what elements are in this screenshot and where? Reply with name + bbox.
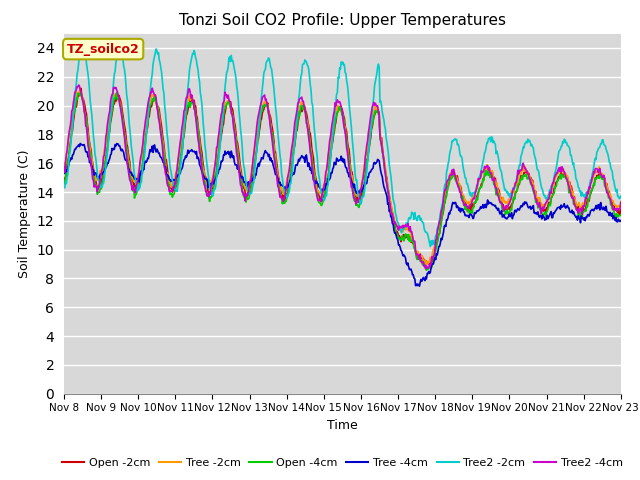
Open -4cm xyxy=(617,212,625,217)
Tree2 -2cm xyxy=(70,108,78,113)
Tree2 -2cm xyxy=(128,151,136,156)
Tree -4cm xyxy=(76,141,84,146)
Title: Tonzi Soil CO2 Profile: Upper Temperatures: Tonzi Soil CO2 Profile: Upper Temperatur… xyxy=(179,13,506,28)
Tree2 -4cm xyxy=(185,86,193,92)
Line: Open -4cm: Open -4cm xyxy=(64,92,621,270)
Open -2cm xyxy=(70,114,78,120)
Open -2cm xyxy=(77,85,85,91)
Line: Tree -4cm: Tree -4cm xyxy=(64,144,621,286)
Tree -2cm xyxy=(185,96,193,102)
Tree2 -4cm xyxy=(422,266,429,272)
Open -4cm xyxy=(422,267,430,273)
Tree -4cm xyxy=(411,276,419,282)
Open -4cm xyxy=(411,246,419,252)
Tree2 -2cm xyxy=(214,163,222,168)
Tree -2cm xyxy=(617,199,625,204)
Open -4cm xyxy=(128,184,136,190)
Tree -2cm xyxy=(428,254,436,260)
Tree2 -4cm xyxy=(214,135,222,141)
Tree2 -4cm xyxy=(428,254,436,260)
Tree -4cm xyxy=(60,170,68,176)
Open -2cm xyxy=(185,103,193,109)
Tree2 -4cm xyxy=(60,164,68,170)
Tree -2cm xyxy=(422,261,430,267)
Tree -4cm xyxy=(428,262,436,268)
Tree2 -4cm xyxy=(70,96,78,101)
Tree2 -2cm xyxy=(78,43,86,48)
Tree -2cm xyxy=(214,141,222,147)
Tree2 -2cm xyxy=(411,210,419,216)
Tree -2cm xyxy=(70,103,78,108)
Tree2 -2cm xyxy=(428,242,436,248)
Open -4cm xyxy=(428,264,436,270)
Open -2cm xyxy=(428,258,436,264)
Legend: Open -2cm, Tree -2cm, Open -4cm, Tree -4cm, Tree2 -2cm, Tree2 -4cm: Open -2cm, Tree -2cm, Open -4cm, Tree -4… xyxy=(58,453,627,472)
Open -2cm xyxy=(214,156,222,161)
Open -2cm xyxy=(128,177,136,182)
Tree2 -2cm xyxy=(426,244,434,250)
X-axis label: Time: Time xyxy=(327,419,358,432)
Line: Tree -2cm: Tree -2cm xyxy=(64,91,621,264)
Tree -2cm xyxy=(60,168,68,174)
Line: Tree2 -4cm: Tree2 -4cm xyxy=(64,85,621,269)
Tree -4cm xyxy=(415,283,423,289)
Open -2cm xyxy=(426,262,433,268)
Line: Open -2cm: Open -2cm xyxy=(64,88,621,265)
Text: TZ_soilco2: TZ_soilco2 xyxy=(67,43,140,56)
Line: Tree2 -2cm: Tree2 -2cm xyxy=(64,46,621,247)
Tree -2cm xyxy=(76,88,83,94)
Tree2 -2cm xyxy=(185,77,193,83)
Tree -4cm xyxy=(128,172,136,178)
Tree -4cm xyxy=(185,150,193,156)
Open -4cm xyxy=(214,154,222,160)
Tree -4cm xyxy=(617,218,625,224)
Tree -2cm xyxy=(411,244,419,250)
Tree2 -4cm xyxy=(128,187,136,193)
Open -4cm xyxy=(185,100,193,106)
Tree2 -4cm xyxy=(75,82,83,88)
Open -2cm xyxy=(60,179,68,185)
Tree2 -2cm xyxy=(617,193,625,199)
Tree2 -2cm xyxy=(60,185,68,191)
Tree -4cm xyxy=(70,149,78,155)
Open -4cm xyxy=(70,110,78,116)
Open -2cm xyxy=(411,246,419,252)
Tree2 -4cm xyxy=(617,200,625,205)
Open -4cm xyxy=(60,181,68,187)
Tree2 -4cm xyxy=(411,239,419,244)
Tree -4cm xyxy=(214,170,222,176)
Open -2cm xyxy=(617,206,625,212)
Tree -2cm xyxy=(128,175,136,180)
Y-axis label: Soil Temperature (C): Soil Temperature (C) xyxy=(18,149,31,278)
Open -4cm xyxy=(77,89,85,95)
